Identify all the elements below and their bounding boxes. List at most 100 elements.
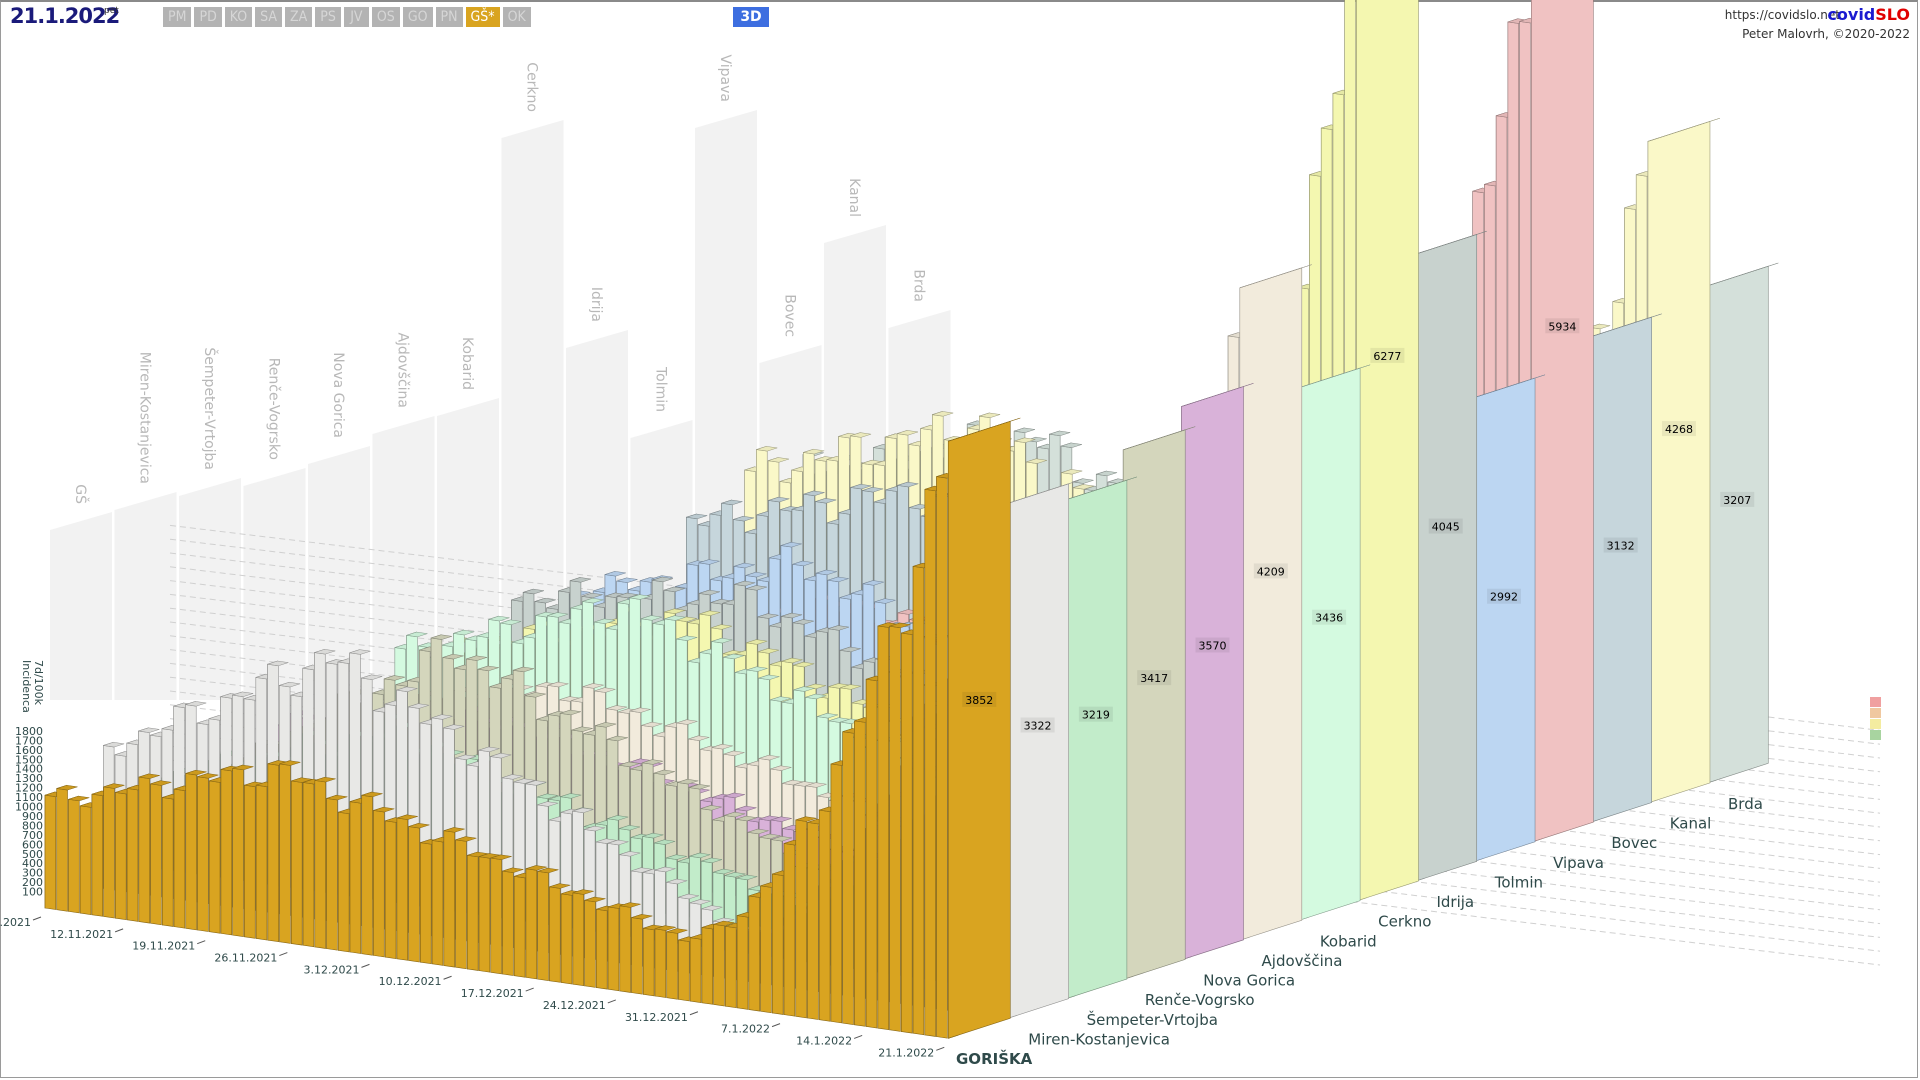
bar-gori-ka xyxy=(818,809,831,1022)
bar-gori-ka xyxy=(185,773,197,931)
bar-gori-ka xyxy=(44,794,57,910)
bar-gori-ka xyxy=(302,782,315,948)
x-tick-label: 12.11.2021 xyxy=(50,928,113,941)
region-button-ps[interactable]: PS xyxy=(315,7,341,27)
region-button-za[interactable]: ZA xyxy=(285,7,313,27)
bar-top xyxy=(490,753,512,759)
bar-top xyxy=(534,598,556,604)
bar-top xyxy=(523,588,545,595)
bar-gori-ka xyxy=(889,625,901,1032)
bar-top xyxy=(839,646,861,653)
bar-gori-ka xyxy=(79,805,92,915)
back-wall-label: Kanal xyxy=(846,178,862,217)
value-label: 5934 xyxy=(1548,320,1576,333)
bar-gori-ka xyxy=(138,776,150,924)
bar-top xyxy=(604,571,626,577)
bar-top xyxy=(594,687,616,693)
region-button-gš-star[interactable]: GŠ* xyxy=(465,7,500,27)
bar-gori-ka xyxy=(689,937,702,1003)
value-label: 4045 xyxy=(1432,521,1460,534)
region-button-sa[interactable]: SA xyxy=(255,7,283,27)
bar-top xyxy=(641,615,663,621)
bar-top xyxy=(607,839,629,846)
bar-top xyxy=(326,794,348,801)
site-url-link[interactable]: https://covidslo.net xyxy=(1724,8,1840,22)
bar-gori-ka xyxy=(748,895,760,1012)
x-tick-label: 26.11.2021 xyxy=(214,952,277,965)
bar-top xyxy=(677,779,699,785)
bar-top xyxy=(560,793,582,799)
region-button-os[interactable]: OS xyxy=(371,7,400,27)
region-button-pm[interactable]: PM xyxy=(163,7,192,27)
value-label: 3132 xyxy=(1607,540,1635,553)
bar-top xyxy=(745,572,767,578)
bar-gori-ka xyxy=(725,925,737,1009)
bar-top xyxy=(676,635,698,641)
mode-3d-button[interactable]: 3D xyxy=(733,7,769,27)
bar-top xyxy=(1589,323,1611,330)
bar-top xyxy=(701,905,723,911)
back-wall-column xyxy=(437,398,499,700)
bar-top xyxy=(734,580,756,587)
bar-top xyxy=(618,761,640,767)
x-tick-label: 17.12.2021 xyxy=(461,987,524,1000)
bar-gori-ka xyxy=(642,927,655,997)
bar-top xyxy=(1589,313,1662,338)
back-wall-column xyxy=(114,492,177,700)
region-button-go[interactable]: GO xyxy=(402,7,433,27)
bar-top xyxy=(572,807,594,813)
brand-logo: covidSLO xyxy=(1827,5,1910,24)
series-label: Ajdovščina xyxy=(1262,952,1343,970)
region-selector: PM PD KO SA ZA PS JV OS GO PN GŠ* OK xyxy=(163,7,531,27)
bar-top xyxy=(68,795,90,802)
bar-top xyxy=(502,774,524,780)
bar-top xyxy=(688,735,710,741)
bar-top xyxy=(676,719,698,725)
bar-gori-ka xyxy=(713,923,725,1007)
risk-scale-swatch xyxy=(1870,697,1881,707)
y-tick-label: 1400 xyxy=(15,763,43,776)
bar-top xyxy=(582,598,604,604)
bar-top xyxy=(1064,476,1137,501)
region-button-pd[interactable]: PD xyxy=(194,7,222,27)
region-button-pn[interactable]: PN xyxy=(435,7,463,27)
bar-top xyxy=(689,784,711,790)
bar-top xyxy=(805,693,827,700)
back-wall-label: Renče-Vogrsko xyxy=(266,358,282,460)
bar-top xyxy=(723,792,745,799)
bar-top xyxy=(138,727,160,733)
bar-top xyxy=(56,785,78,791)
value-label: 3417 xyxy=(1140,672,1168,685)
bar-gori-ka xyxy=(244,784,256,939)
bar-top xyxy=(652,576,674,583)
bar-top xyxy=(431,634,452,640)
x-tick-label: 3.12.2021 xyxy=(303,963,359,976)
value-label-bg xyxy=(1253,563,1288,579)
value-label: 3436 xyxy=(1315,612,1343,625)
bar-top xyxy=(666,878,688,885)
value-label-bg xyxy=(1078,706,1113,722)
back-wall-label: Kobarid xyxy=(459,337,475,390)
bar-gori-ka xyxy=(936,476,948,1039)
x-tick xyxy=(689,1011,699,1016)
bar-top xyxy=(689,852,711,859)
series-label: Miren-Kostanjevica xyxy=(1028,1030,1170,1048)
bar-top xyxy=(584,825,606,832)
bar-top xyxy=(770,696,792,702)
bar-miren-kostanjevica xyxy=(1006,483,1069,1020)
region-button-ko[interactable]: KO xyxy=(224,7,253,27)
region-button-ok[interactable]: OK xyxy=(502,7,531,27)
value-label-bg xyxy=(1661,421,1696,437)
bar-top xyxy=(616,592,638,599)
value-label: 3322 xyxy=(1024,719,1052,732)
bar-vipava xyxy=(1531,0,1594,843)
bar-gori-ka xyxy=(467,854,479,971)
bar-gori-ka xyxy=(373,810,385,958)
bar-top xyxy=(746,639,768,645)
bar-gori-ka xyxy=(901,632,913,1034)
bar-top xyxy=(103,742,125,748)
bar-gori-ka xyxy=(431,840,444,966)
region-button-jv[interactable]: JV xyxy=(343,7,369,27)
bar-top xyxy=(1472,374,1546,399)
bar-top xyxy=(1706,262,1779,287)
